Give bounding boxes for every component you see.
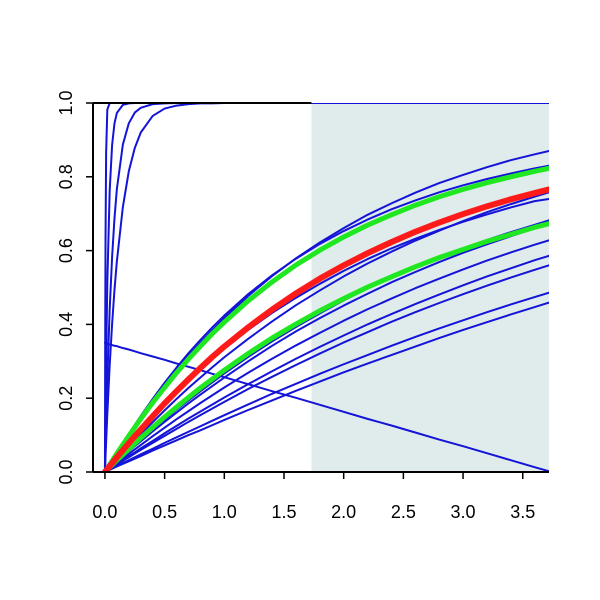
x-tick-label: 0.5 xyxy=(152,502,177,522)
series-layer xyxy=(101,103,549,472)
series-line-17 xyxy=(103,341,549,472)
y-tick-label: 0.2 xyxy=(56,386,76,411)
x-tick-label: 2.0 xyxy=(331,502,356,522)
x-tick-label: 3.5 xyxy=(510,502,535,522)
shaded-region xyxy=(311,103,549,472)
y-tick-label: 0.8 xyxy=(56,164,76,189)
x-tick-label: 1.0 xyxy=(212,502,237,522)
series-line-20 xyxy=(101,186,549,472)
y-tick-label: 0.6 xyxy=(56,238,76,263)
series-line-2 xyxy=(103,103,549,472)
x-tick-label: 0.0 xyxy=(92,502,117,522)
x-tick-label: 3.0 xyxy=(451,502,476,522)
y-tick-label: 0.4 xyxy=(56,312,76,337)
axis-layer: 0.0 0.5 1.0 1.5 2.0 2.5 3.0 3.5 0.0 0.2 0.4 0.6 0.8 1… xyxy=(56,90,549,522)
shaded-region-layer xyxy=(311,103,549,472)
y-tick-label: 0.0 xyxy=(56,459,76,484)
y-tick-label: 1.0 xyxy=(56,90,76,115)
series-line-3 xyxy=(103,103,549,472)
x-tick-label: 2.5 xyxy=(391,502,416,522)
x-tick-label: 1.5 xyxy=(271,502,296,522)
